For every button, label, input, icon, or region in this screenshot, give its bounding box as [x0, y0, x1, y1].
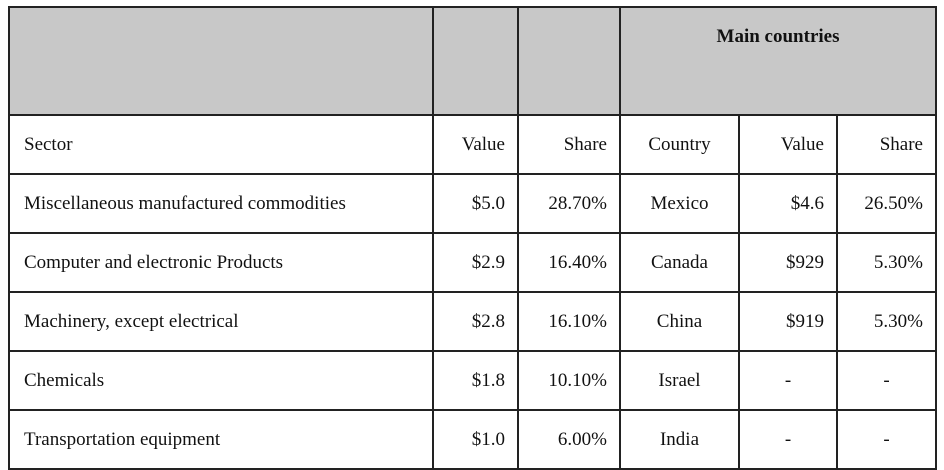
- table-row: Machinery, except electrical $2.8 16.10% Ch…: [8, 291, 937, 352]
- page: Main countries Sector Value Share Country Va…: [8, 6, 937, 470]
- table-cell: Miscellaneous manufactured commodities: [8, 173, 434, 234]
- table-cell: $2.8: [432, 291, 519, 352]
- table-cell: $919: [738, 291, 838, 352]
- table-cell: $2.9: [432, 232, 519, 293]
- table-row: Computer and electronic Products $2.9 16.4…: [8, 232, 937, 293]
- table-cell: Mexico: [619, 173, 740, 234]
- table-cell: India: [619, 409, 740, 470]
- table-cell: $929: [738, 232, 838, 293]
- empty-cell: [432, 6, 519, 116]
- empty-cell: [517, 6, 621, 116]
- table-row: Chemicals $1.8 10.10% Israel - -: [8, 350, 937, 411]
- table-cell: China: [619, 291, 740, 352]
- table-cell: Transportation equipment: [8, 409, 434, 470]
- table-row: Transportation equipment $1.0 6.00% India - -: [8, 409, 937, 470]
- table-cell: Israel: [619, 350, 740, 411]
- table-cell: 28.70%: [517, 173, 621, 234]
- table-cell: Computer and electronic Products: [8, 232, 434, 293]
- data-table: Main countries Sector Value Share Country Va…: [8, 6, 937, 470]
- table-cell: 26.50%: [836, 173, 937, 234]
- table-cell: 16.40%: [517, 232, 621, 293]
- table-cell: Machinery, except electrical: [8, 291, 434, 352]
- table-cell: $1.8: [432, 350, 519, 411]
- column-header: Country: [619, 114, 740, 175]
- column-header: Share: [517, 114, 621, 175]
- table-row: Miscellaneous manufactured commodities $5…: [8, 173, 937, 234]
- table-cell: 5.30%: [836, 232, 937, 293]
- table-cell: -: [738, 350, 838, 411]
- column-header: Sector: [8, 114, 434, 175]
- table-cell: 16.10%: [517, 291, 621, 352]
- group-header: Main countries: [619, 6, 937, 116]
- table-cell: -: [836, 350, 937, 411]
- table-cell: 6.00%: [517, 409, 621, 470]
- empty-cell: [8, 6, 434, 116]
- table-cell: $1.0: [432, 409, 519, 470]
- table-cell: -: [738, 409, 838, 470]
- table-cell: $4.6: [738, 173, 838, 234]
- column-header-row: Sector Value Share Country Value Share: [8, 114, 937, 175]
- group-header-row: Main countries: [8, 6, 937, 116]
- table-cell: 5.30%: [836, 291, 937, 352]
- table-cell: -: [836, 409, 937, 470]
- column-header: Value: [432, 114, 519, 175]
- column-header: Share: [836, 114, 937, 175]
- table-cell: Chemicals: [8, 350, 434, 411]
- table-cell: 10.10%: [517, 350, 621, 411]
- table-cell: $5.0: [432, 173, 519, 234]
- table-body: Main countries Sector Value Share Country Va…: [8, 6, 937, 470]
- table-cell: Canada: [619, 232, 740, 293]
- column-header: Value: [738, 114, 838, 175]
